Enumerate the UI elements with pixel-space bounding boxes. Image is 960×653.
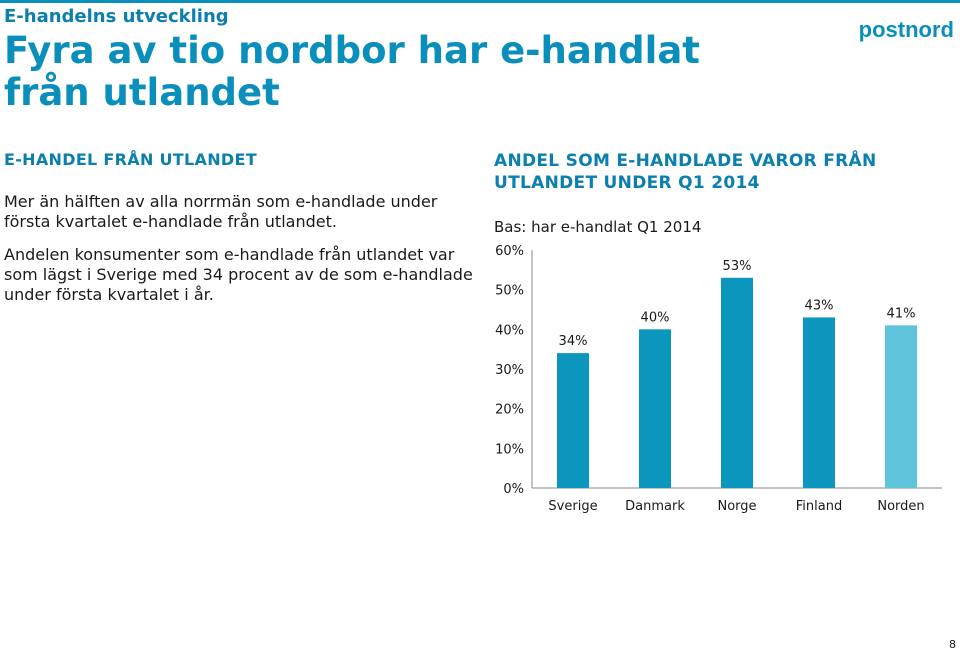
x-tick-label: Norden <box>877 499 924 514</box>
bar-sverige <box>557 353 589 488</box>
postnord-logo: postnord <box>859 17 954 42</box>
data-label: 40% <box>641 310 670 325</box>
bar-norge <box>721 277 753 488</box>
page-title: Fyra av tio nordbor har e-handlat från u… <box>4 29 700 114</box>
y-tick-label: 40% <box>495 323 524 338</box>
data-label: 53% <box>723 259 752 274</box>
top-accent-line <box>0 0 960 3</box>
logo-text: postnord <box>859 17 954 42</box>
data-label: 34% <box>559 334 588 349</box>
left-heading: E-HANDEL FRÅN UTLANDET <box>4 150 257 169</box>
y-tick-label: 10% <box>495 442 524 457</box>
section-label: E-handelns utveckling <box>4 6 229 27</box>
x-tick-label: Danmark <box>625 499 685 514</box>
data-label: 43% <box>805 298 834 313</box>
y-tick-label: 20% <box>495 403 524 418</box>
bar-finland <box>803 317 835 488</box>
x-tick-label: Sverige <box>548 499 597 514</box>
bar-norden <box>885 325 917 488</box>
bar-chart: 0% 10% 20% 30% 40% 50% 60% 34% Sverige 40% Danmark… <box>495 244 942 514</box>
y-tick-label: 60% <box>495 244 524 259</box>
y-tick-label: 30% <box>495 363 524 378</box>
data-label: 41% <box>887 306 916 321</box>
x-tick-label: Norge <box>717 499 756 514</box>
paragraph-1: Mer än hälften av alla norrmän som e-han… <box>4 192 438 231</box>
page-number: 8 <box>949 638 956 651</box>
paragraph-2: Andelen konsumenter som e-handlade från … <box>4 245 473 304</box>
chart-heading: ANDEL SOM E-HANDLADE VAROR FRÅN UTLANDET… <box>494 151 877 193</box>
bar-danmark <box>639 329 671 488</box>
y-tick-label: 50% <box>495 284 524 299</box>
x-tick-label: Finland <box>796 499 842 514</box>
y-tick-label: 0% <box>503 482 524 497</box>
chart-base-note: Bas: har e-handlat Q1 2014 <box>494 218 702 236</box>
